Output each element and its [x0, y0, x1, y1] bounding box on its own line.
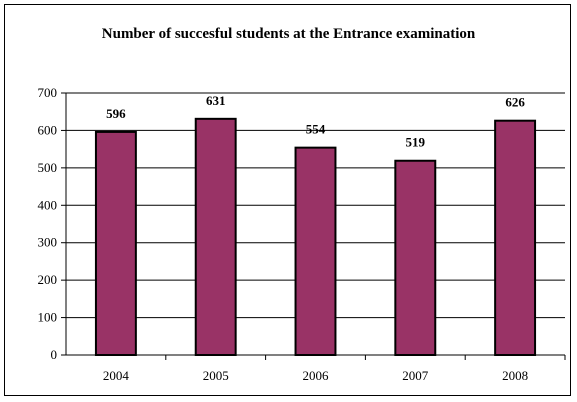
data-label: 519 [406, 135, 426, 150]
data-label: 631 [206, 93, 226, 108]
bar [394, 159, 437, 356]
x-tick-label: 2004 [103, 368, 130, 383]
y-tick-label: 700 [38, 85, 58, 100]
x-tick-label: 2006 [303, 368, 330, 383]
y-tick-label: 600 [38, 122, 58, 137]
y-tick-label: 400 [38, 197, 58, 212]
x-tick-label: 2005 [203, 368, 229, 383]
axes [61, 92, 566, 360]
x-tick-label: 2008 [502, 368, 528, 383]
y-tick-label: 500 [38, 160, 58, 175]
chart-title: Number of succesful students at the Entr… [101, 26, 476, 42]
bar [494, 119, 537, 356]
bar [194, 117, 237, 356]
data-label: 626 [505, 95, 525, 110]
bar [94, 130, 137, 356]
bar [294, 146, 337, 356]
y-tick-label: 0 [51, 347, 58, 362]
x-tick-label: 2007 [402, 368, 429, 383]
labels: 0 100 200 300 400 500 600 700 596 2004 631 2005 554 2… [38, 85, 529, 383]
data-label: 554 [306, 122, 326, 137]
y-tick-label: 300 [38, 235, 58, 250]
data-label: 596 [106, 106, 126, 121]
bars [94, 117, 537, 356]
y-tick-label: 200 [38, 272, 58, 287]
y-tick-label: 100 [38, 310, 58, 325]
